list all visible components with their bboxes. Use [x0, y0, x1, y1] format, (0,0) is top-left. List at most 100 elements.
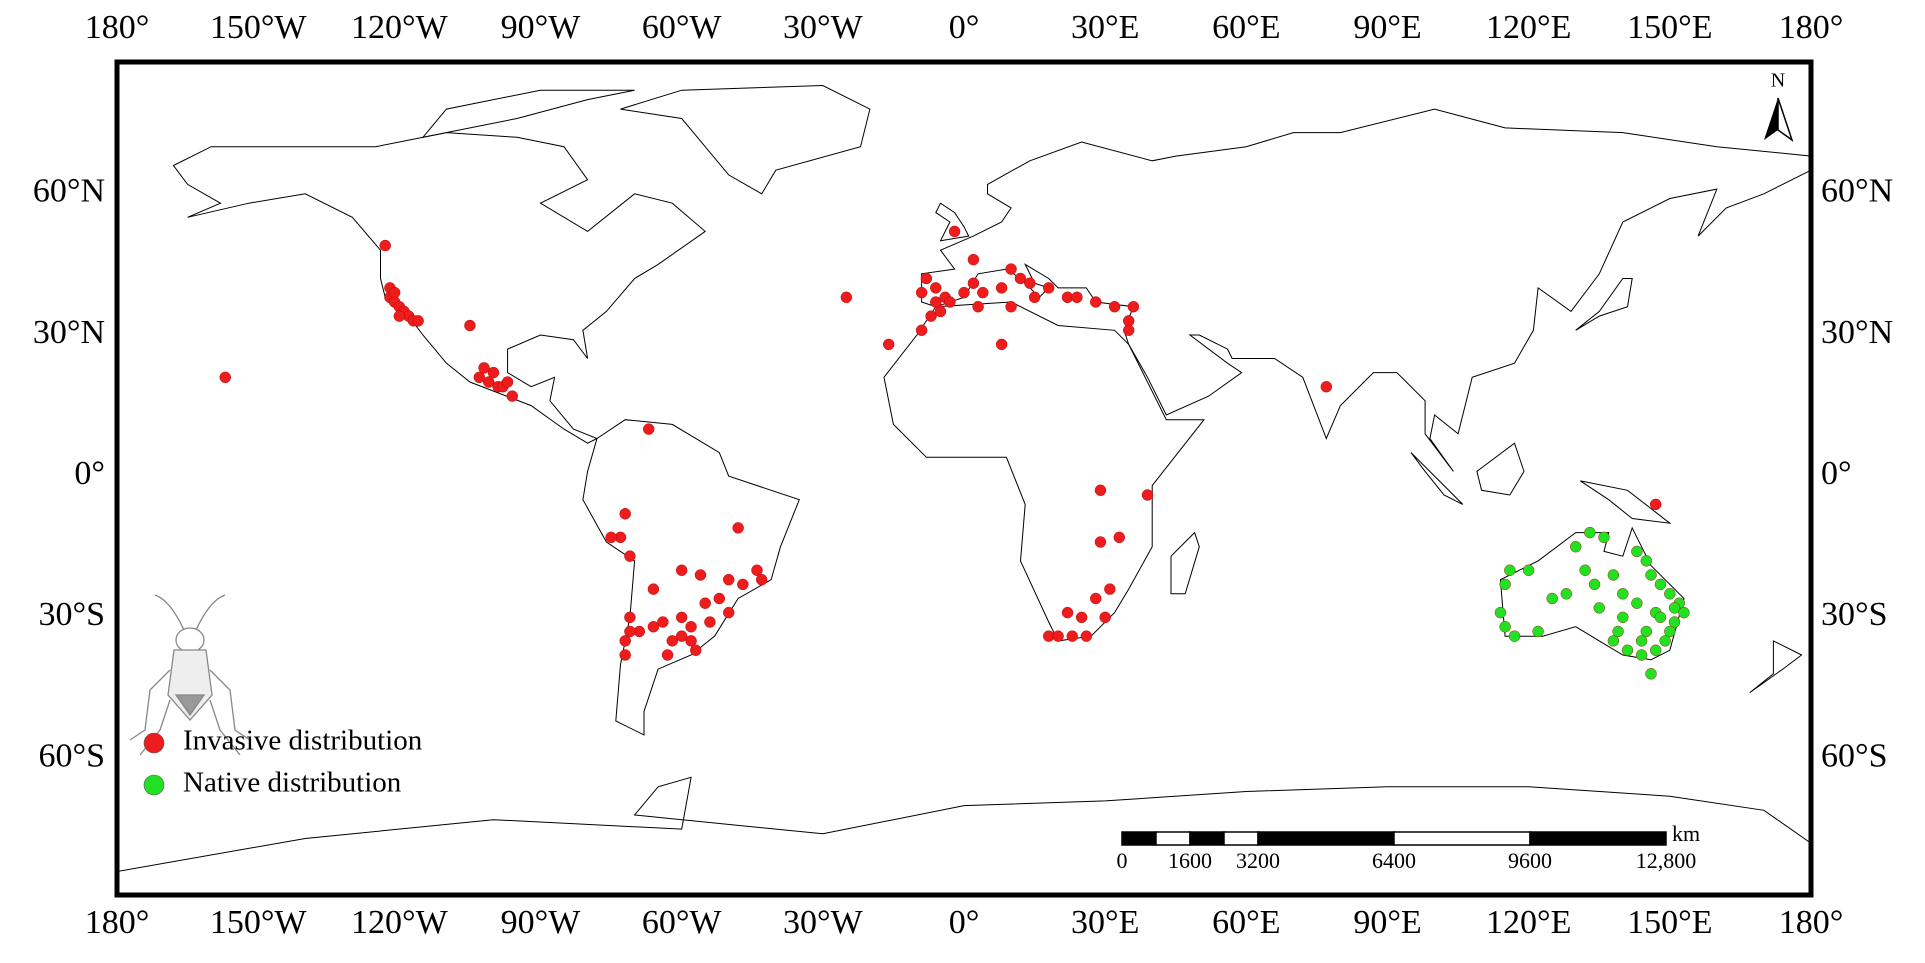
occurrence-point: [920, 272, 933, 285]
occurrence-point: [1028, 291, 1041, 304]
occurrence-point: [1654, 611, 1667, 624]
scale-label: 6400: [1372, 848, 1416, 873]
lon-label: 120°W: [351, 9, 449, 46]
points: [219, 225, 1690, 680]
occurrence-point: [1668, 616, 1681, 628]
occurrence-point: [1061, 606, 1074, 619]
occurrence-point: [619, 635, 631, 647]
lon-label: 150°W: [210, 904, 308, 941]
occurrence-point: [1080, 630, 1093, 642]
occurrence-point: [487, 366, 500, 379]
lat-label: 0°: [1821, 455, 1852, 492]
occurrence-point: [694, 569, 707, 581]
occurrence-point: [1094, 484, 1107, 496]
scale-segment: [1121, 831, 1157, 846]
occurrence-point: [1607, 635, 1620, 647]
occurrence-point: [412, 315, 424, 327]
scale-label: 12,800: [1636, 848, 1697, 873]
scale-label: 3200: [1236, 848, 1280, 873]
lon-label: 30°E: [1071, 9, 1139, 46]
landmass: [883, 301, 1206, 642]
occurrence-point: [1640, 555, 1653, 567]
occurrence-point: [732, 522, 744, 534]
occurrence-point: [1546, 592, 1558, 605]
occurrence-point: [704, 616, 716, 628]
lon-label: 90°E: [1353, 9, 1421, 46]
occurrence-point: [473, 371, 486, 384]
occurrence-point: [713, 592, 726, 605]
occurrence-point: [478, 362, 490, 374]
landmass: [421, 89, 635, 139]
occurrence-point: [1090, 592, 1102, 605]
occurrence-point: [1584, 526, 1596, 539]
scale-label: 9600: [1508, 848, 1552, 873]
occurrence-point: [690, 644, 702, 656]
lon-label: 30°W: [783, 904, 864, 941]
lat-label: 60°N: [1821, 173, 1893, 210]
occurrence-point: [1005, 263, 1017, 275]
occurrence-point: [1650, 644, 1662, 656]
occurrence-point: [944, 296, 956, 308]
occurrence-point: [930, 296, 942, 308]
occurrence-point: [1494, 606, 1507, 619]
scale-segment: [1393, 831, 1531, 846]
occurrence-point: [1588, 578, 1601, 591]
occurrence-point: [1499, 578, 1511, 591]
landmass: [935, 202, 970, 242]
occurrence-point: [1579, 564, 1591, 576]
occurrence-point: [1127, 301, 1140, 313]
occurrence-point: [751, 564, 763, 576]
lat-label: 0°: [74, 455, 105, 492]
occurrence-point: [647, 621, 660, 633]
lat-label: 60°S: [1821, 737, 1888, 774]
lon-label: 90°W: [501, 904, 582, 941]
occurrence-point: [483, 376, 495, 388]
occurrence-point: [1094, 536, 1107, 548]
lon-label: 180°: [85, 9, 150, 46]
occurrence-point: [1005, 301, 1017, 313]
occurrence-point: [647, 583, 660, 595]
occurrence-point: [723, 606, 735, 619]
landmass: [921, 108, 1812, 472]
occurrence-point: [501, 376, 514, 388]
occurrence-point: [464, 319, 476, 332]
lon-label: 180°: [1779, 904, 1844, 941]
occurrence-point: [1645, 569, 1657, 581]
lon-label: 60°E: [1212, 9, 1280, 46]
occurrence-point: [1635, 635, 1648, 647]
occurrence-point: [1099, 611, 1111, 624]
occurrence-point: [1668, 602, 1681, 614]
occurrence-point: [666, 635, 678, 647]
occurrence-point: [925, 310, 937, 322]
occurrence-point: [948, 225, 961, 238]
occurrence-point: [1654, 578, 1667, 591]
scale-segment: [1257, 831, 1395, 846]
occurrence-point: [1570, 541, 1582, 553]
lat-label: 60°S: [38, 737, 105, 774]
occurrence-point: [675, 564, 688, 576]
occurrence-point: [1532, 625, 1544, 638]
landmass: [1499, 526, 1685, 661]
scale-segment: [1529, 831, 1667, 846]
occurrence-point: [643, 423, 655, 435]
occurrence-point: [723, 573, 735, 586]
occurrence-point: [1664, 625, 1676, 638]
lon-label: 60°E: [1212, 904, 1280, 941]
annotations: N: [129, 70, 1794, 756]
occurrence-point: [685, 635, 697, 647]
occurrence-point: [1659, 635, 1671, 647]
occurrence-point: [1071, 291, 1083, 304]
occurrence-point: [675, 630, 688, 642]
occurrence-point: [755, 573, 768, 586]
landmass: [1575, 278, 1633, 331]
occurrence-point: [995, 338, 1008, 351]
north-label: N: [1771, 70, 1785, 92]
scale-unit: km: [1672, 821, 1700, 846]
occurrence-point: [1320, 381, 1333, 393]
occurrence-point: [1593, 602, 1605, 614]
occurrence-point: [1650, 498, 1662, 511]
occurrence-point: [967, 253, 980, 266]
occurrence-point: [958, 286, 970, 299]
occurrence-point: [1066, 630, 1078, 642]
occurrence-point: [1621, 644, 1634, 656]
